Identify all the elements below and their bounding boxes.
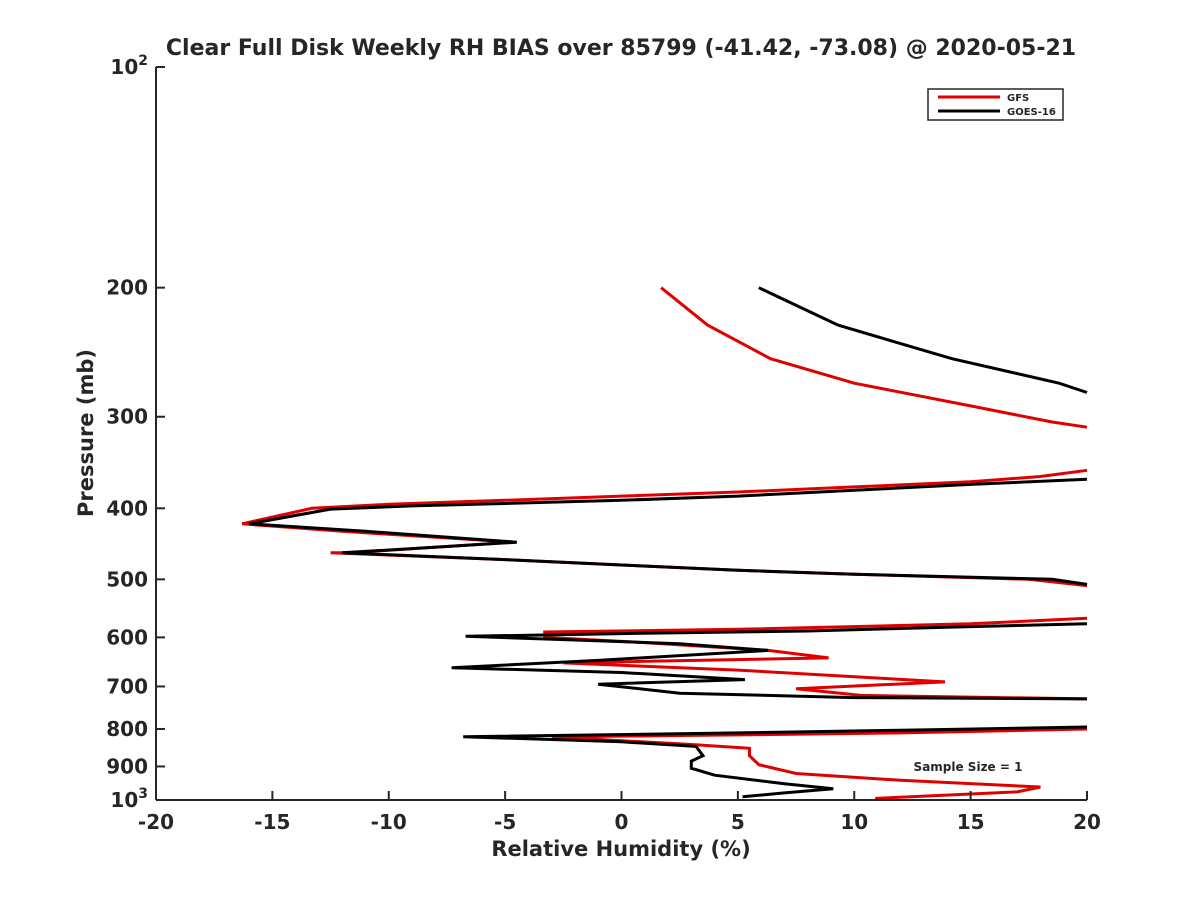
x-tick-label: 15 [957,810,985,834]
y-tick-label: 800 [106,717,148,741]
x-tick-label: -10 [371,810,407,834]
y-tick-label-exponent: 2 [138,53,148,69]
y-tick-label-base: 600 [106,625,148,649]
y-tick-label-base: 10 [110,788,138,812]
y-axis-label: Pressure (mb) [74,349,98,517]
legend-label-gfs: GFS [1007,93,1029,104]
x-tick-label: -5 [494,810,516,834]
x-ticks: -20 -15 -10 -5 0 5 10 15 20 [138,791,1101,834]
y-tick-label: 102 [110,53,148,79]
y-tick-label: 103 [110,786,148,812]
series-line-gfs [241,286,1088,800]
y-tick-label-base: 800 [106,717,148,741]
y-tick-label-base: 10 [110,55,138,79]
y-tick-label-base: 500 [106,567,148,591]
y-tick-label-base: 300 [106,405,148,429]
y-tick-label: 200 [106,276,148,300]
x-axis-label: Relative Humidity (%) [491,837,750,861]
x-tick-label: -20 [138,810,174,834]
chart-title: Clear Full Disk Weekly RH BIAS over 8579… [166,36,1076,61]
sample-size-annotation: Sample Size = 1 [914,760,1023,774]
y-tick-label: 700 [106,674,148,698]
y-tick-label: 900 [106,754,148,778]
series-layer [241,286,1088,800]
series-line-goes-16 [248,286,1088,799]
y-tick-label: 400 [106,496,148,520]
y-tick-label-base: 200 [106,276,148,300]
y-tick-label-base: 700 [106,674,148,698]
x-tick-label: 10 [840,810,868,834]
plot-area: -20 -15 -10 -5 0 5 10 15 20 10220030040050060070… [106,53,1101,834]
legend: GFS GOES-16 [927,88,1064,121]
legend-label-goes-16: GOES-16 [1007,107,1056,118]
x-tick-label: 20 [1073,810,1101,834]
x-tick-label: 5 [731,810,745,834]
y-tick-label: 300 [106,405,148,429]
y-tick-label-base: 900 [106,754,148,778]
legend-box [927,88,1064,121]
y-tick-label-base: 400 [106,496,148,520]
y-tick-label: 600 [106,625,148,649]
y-tick-label: 500 [106,567,148,591]
x-tick-label: -15 [254,810,290,834]
y-tick-label-exponent: 3 [138,786,148,802]
x-tick-label: 0 [615,810,629,834]
